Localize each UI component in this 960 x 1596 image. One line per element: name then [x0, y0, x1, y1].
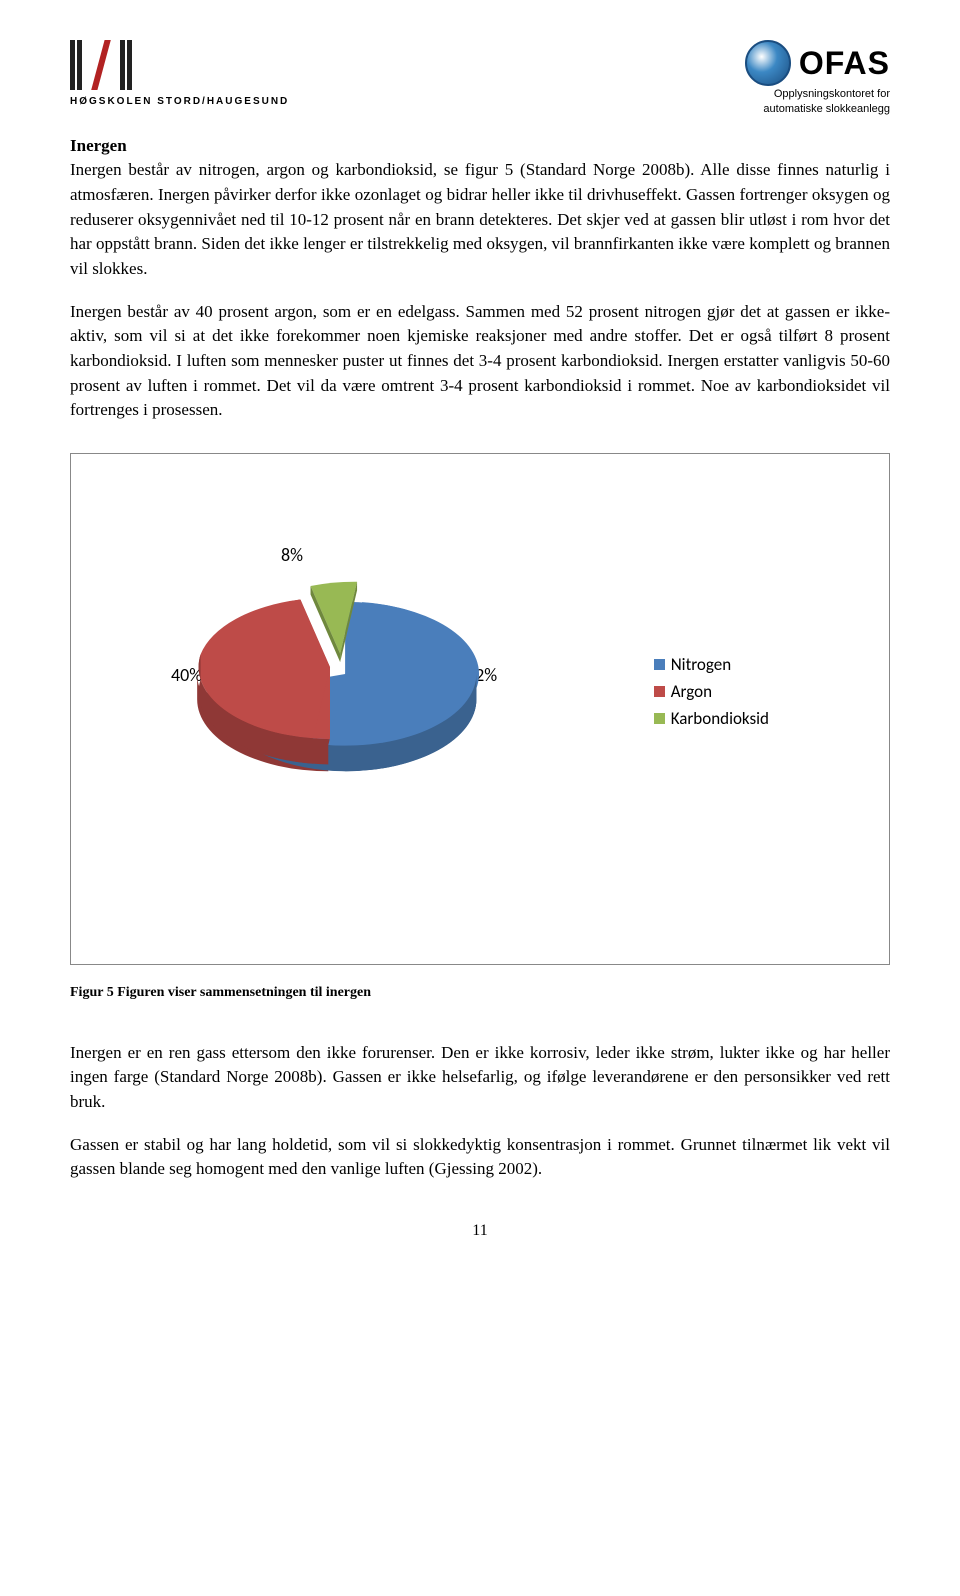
figure-caption: Figur 5 Figuren viser sammensetningen ti…	[70, 985, 890, 1001]
legend-swatch	[654, 686, 665, 697]
section-title: Inergen	[70, 136, 890, 156]
paragraph-4: Gassen er stabil og har lang holdetid, s…	[70, 1133, 890, 1182]
slice-label-karbondioksid: 8%	[281, 544, 303, 566]
ofas-subtitle-2: automatiske slokkeanlegg	[745, 103, 890, 116]
legend-swatch	[654, 713, 665, 724]
header: HØGSKOLEN STORD/HAUGESUND OFAS Opplysnin…	[70, 40, 890, 116]
legend-label: Nitrogen	[671, 654, 731, 675]
paragraph-3: Inergen er en ren gass ettersom den ikke…	[70, 1041, 890, 1115]
legend-item-argon: Argon	[654, 681, 769, 702]
legend-swatch	[654, 659, 665, 670]
pie-chart: 8% 40% 52%	[70, 453, 890, 965]
logo-hsh: HØGSKOLEN STORD/HAUGESUND	[70, 40, 289, 107]
legend-label: Karbondioksid	[671, 708, 769, 729]
legend-label: Argon	[671, 681, 712, 702]
legend-item-nitrogen: Nitrogen	[654, 654, 769, 675]
ofas-globe-icon	[745, 40, 791, 86]
hsh-logo-text: HØGSKOLEN STORD/HAUGESUND	[70, 96, 289, 107]
paragraph-2: Inergen består av 40 prosent argon, som …	[70, 300, 890, 423]
chart-legend: Nitrogen Argon Karbondioksid	[654, 654, 769, 735]
ofas-logo-text: OFAS	[799, 45, 890, 82]
legend-item-karbondioksid: Karbondioksid	[654, 708, 769, 729]
ofas-subtitle-1: Opplysningskontoret for	[745, 88, 890, 101]
logo-ofas: OFAS Opplysningskontoret for automatiske…	[745, 40, 890, 116]
pie-svg	[151, 564, 531, 784]
page-number: 11	[70, 1222, 890, 1240]
paragraph-1: Inergen består av nitrogen, argon og kar…	[70, 158, 890, 281]
